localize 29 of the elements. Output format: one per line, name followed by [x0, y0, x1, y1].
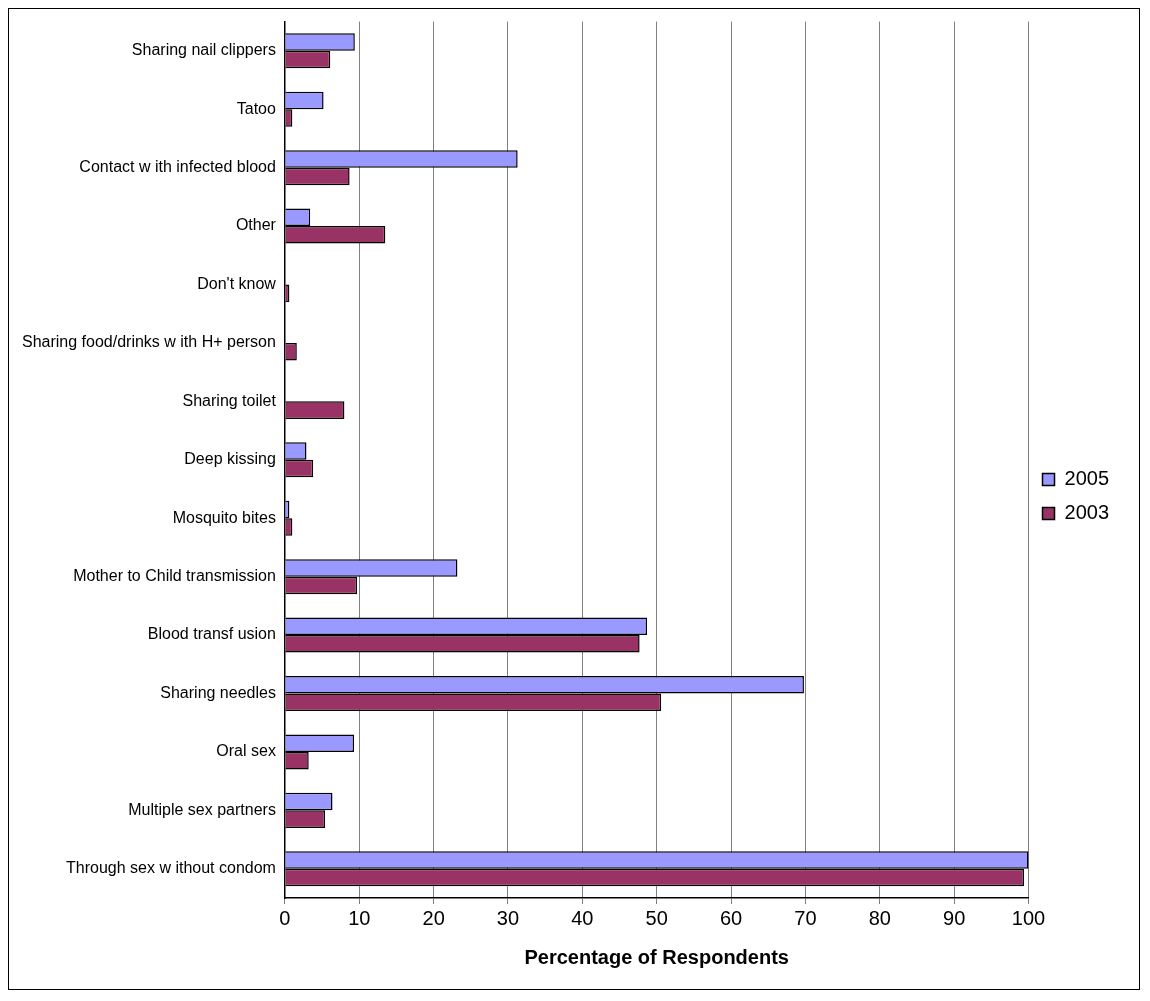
y-tick-label: Deep kissing	[184, 450, 276, 468]
x-tick-label: 80	[868, 906, 891, 929]
x-axis-title: Percentage of Respondents	[524, 945, 789, 968]
x-tick-label: 40	[571, 906, 594, 929]
y-tick-label: Mosquito bites	[172, 508, 276, 526]
legend-label: 2005	[1064, 467, 1110, 490]
y-tick-label: Mother to Child transmission	[73, 567, 276, 585]
y-tick-label: Multiple sex partners	[128, 800, 276, 818]
y-tick-label: Contact w ith infected blood	[79, 158, 276, 176]
x-tick-label: 90	[943, 906, 966, 929]
x-tick-label: 10	[348, 906, 371, 929]
x-tick-label: 70	[794, 906, 817, 929]
y-tick-label: Sharing toilet	[182, 391, 277, 409]
y-tick-label: Don't know	[197, 274, 277, 292]
x-tick-label: 0	[279, 906, 291, 929]
x-tick-label: 50	[645, 906, 668, 929]
x-tick-label: 30	[496, 906, 520, 929]
y-tick-label: Sharing nail clippers	[131, 41, 276, 59]
y-tick-label: Tatoo	[236, 99, 277, 117]
x-tick-label: 60	[719, 906, 743, 929]
y-tick-label: Through sex w ithout condom	[66, 859, 276, 877]
x-tick-label: 100	[1011, 906, 1046, 929]
y-tick-label: Sharing food/drinks w ith H+ person	[21, 333, 276, 351]
legend-label: 2003	[1064, 501, 1110, 524]
y-tick-label: Sharing needles	[160, 683, 276, 701]
y-tick-label: Oral sex	[216, 742, 276, 760]
y-tick-label: Other	[235, 216, 277, 234]
x-tick-label: 20	[422, 906, 445, 929]
y-tick-label: Blood transf usion	[147, 625, 276, 643]
